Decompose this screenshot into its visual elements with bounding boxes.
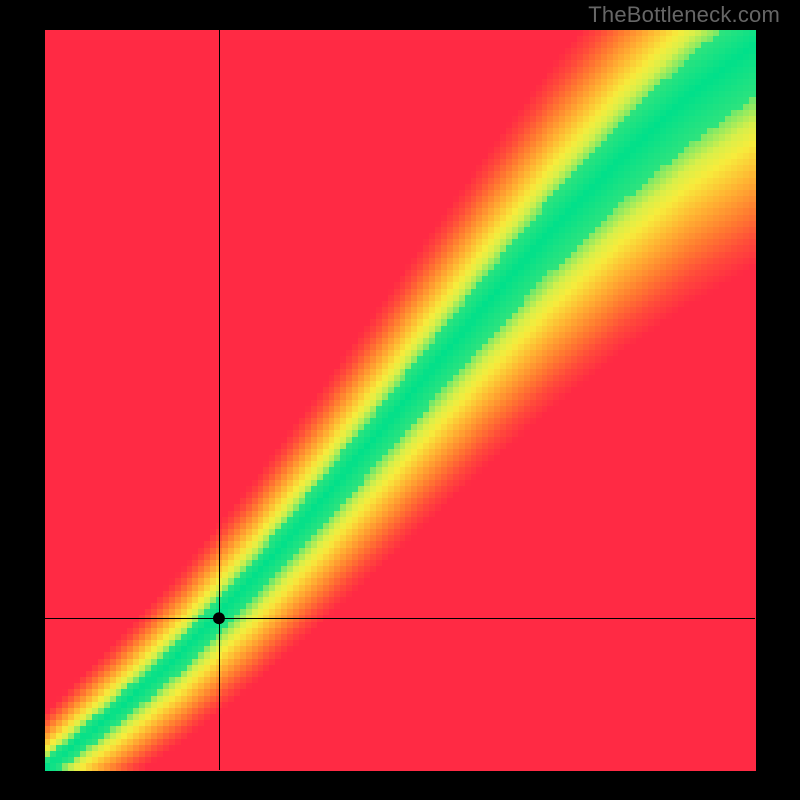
watermark-text: TheBottleneck.com xyxy=(588,2,780,28)
bottleneck-heatmap xyxy=(0,0,800,800)
chart-container: TheBottleneck.com xyxy=(0,0,800,800)
